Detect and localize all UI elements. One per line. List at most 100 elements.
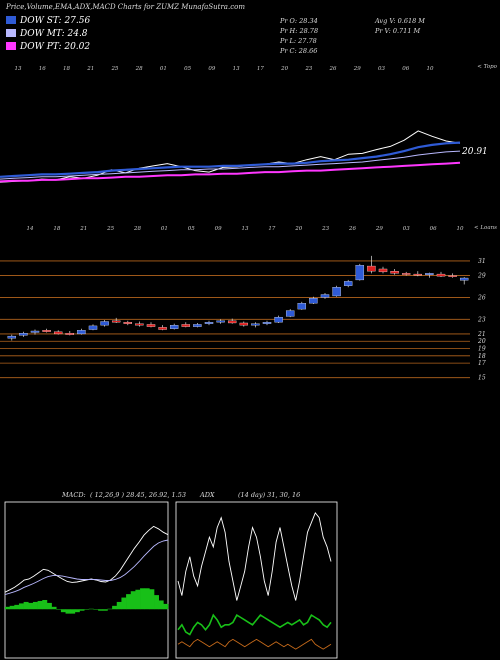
candle-body: [53, 331, 63, 335]
price-level-label: 29: [477, 273, 486, 280]
macd-histogram-bar: [18, 603, 24, 610]
stat-pr-high: Pr H: 28.78: [280, 27, 319, 35]
ema-date-label: 16: [39, 66, 46, 72]
ema-date-label: 03: [378, 66, 385, 72]
ema-date-label: 18: [63, 66, 70, 72]
candle-body: [239, 322, 249, 326]
macd-histogram-bar: [14, 604, 20, 610]
macd-histogram-bar: [149, 589, 155, 610]
candle-body: [158, 327, 167, 330]
price-date-label: 06: [430, 226, 437, 232]
candle-body: [320, 294, 330, 298]
price-date-label: 18: [53, 226, 60, 232]
ema-date-label: 05: [184, 66, 191, 72]
ema-date-label: 25: [110, 66, 118, 72]
legend-item-dow-pt: DOW PT: 20.02: [6, 42, 90, 52]
candle-body: [251, 323, 260, 326]
adx-params: (14 day) 31, 30, 16: [238, 491, 300, 499]
macd-histogram-bar: [126, 594, 132, 610]
price-date-label: 03: [403, 226, 410, 232]
stat-avg-volume: Avg V: 0.618 M: [375, 17, 425, 25]
price-level-label: 17: [478, 360, 486, 367]
macd-params: ( 12,26,9 ) 28.45, 26.92, 1.53: [90, 491, 186, 499]
candle-body: [459, 277, 469, 281]
candle-body: [390, 271, 399, 274]
candle-body: [88, 325, 98, 330]
adx-series-line-1: [177, 613, 332, 636]
price-date-label: 23: [321, 226, 329, 232]
macd-histogram-bar: [28, 602, 34, 610]
ema-date-label: 13: [233, 66, 240, 72]
price-date-label: 17: [268, 226, 275, 232]
price-level-label: 20: [477, 338, 486, 345]
candle-body: [181, 324, 191, 327]
price-date-label: 26: [348, 226, 356, 232]
candle-body: [77, 330, 86, 335]
price-level-label: 15: [478, 375, 486, 382]
legend-swatch: [6, 42, 16, 50]
ema-date-label: 20: [280, 66, 288, 72]
stat-pr-volume: Pr V: 0.711 M: [375, 27, 421, 35]
legend-swatch: [6, 29, 16, 37]
macd-histogram-bar: [42, 599, 48, 610]
price-date-label: 21: [79, 226, 87, 232]
candle-body: [367, 265, 376, 272]
candle-body: [332, 287, 341, 297]
ema-series-line-3: [0, 161, 461, 183]
ema-date-label: 09: [208, 66, 215, 72]
macd-histogram-bar: [32, 601, 38, 610]
adx-frame: [175, 501, 338, 659]
stat-pr-close: Pr C: 28.66: [280, 47, 318, 55]
price-corner-label: < Loans: [474, 225, 497, 231]
macd-histogram-bar: [130, 591, 136, 610]
macd-label: MACD:: [61, 491, 86, 499]
chart-title: Price,Volume,EMA,ADX,MACD Charts for ZUM…: [6, 3, 245, 11]
ema-series-line-2: [0, 150, 461, 180]
candle-body: [135, 323, 144, 326]
price-date-label: 25: [106, 226, 114, 232]
candle-body: [123, 322, 133, 324]
macd-histogram-bar: [65, 609, 71, 614]
price-level-label: 31: [478, 258, 486, 265]
macd-histogram-bar: [9, 605, 15, 610]
price-date-label: 10: [457, 226, 464, 232]
macd-histogram-bar: [60, 609, 66, 613]
macd-histogram-bar: [121, 597, 127, 610]
price-date-label: 20: [294, 226, 302, 232]
candle-body: [262, 322, 272, 324]
legend-swatch: [6, 16, 16, 24]
ema-date-label: 28: [135, 66, 143, 72]
candle-body: [204, 322, 214, 324]
candle-body: [448, 275, 457, 277]
price-date-label: 13: [242, 226, 249, 232]
macd-histogram-bar: [140, 588, 146, 610]
adx-label: ADX: [199, 491, 215, 499]
price-date-label: 29: [375, 226, 383, 232]
candle-body: [111, 320, 121, 323]
price-level-label: 26: [477, 294, 486, 301]
ema-date-label: 26: [329, 66, 337, 72]
ema-date-label: 17: [257, 66, 264, 72]
macd-histogram-bar: [154, 595, 159, 610]
price-level-label: 21: [477, 331, 486, 338]
ema-series-line-1: [0, 141, 461, 178]
macd-series-line-1: [4, 539, 169, 596]
ema-series-line-0: [0, 130, 461, 183]
price-level-label: 18: [478, 353, 486, 360]
adx-series-line-0: [177, 512, 332, 601]
ema-date-label: 29: [353, 66, 361, 72]
candle-body: [413, 273, 423, 276]
legend-label: DOW PT: 20.02: [20, 42, 91, 52]
candle-body: [285, 310, 295, 317]
candle-body: [355, 265, 365, 281]
ema-date-label: 01: [160, 66, 167, 72]
candle-body: [65, 333, 75, 335]
price-date-label: 28: [133, 226, 141, 232]
candle-body: [7, 335, 17, 339]
ema-date-label: 10: [427, 66, 434, 72]
candle-body: [19, 333, 28, 336]
candle-body: [401, 273, 411, 275]
candle-body: [227, 320, 237, 324]
macd-histogram-bar: [102, 609, 108, 611]
